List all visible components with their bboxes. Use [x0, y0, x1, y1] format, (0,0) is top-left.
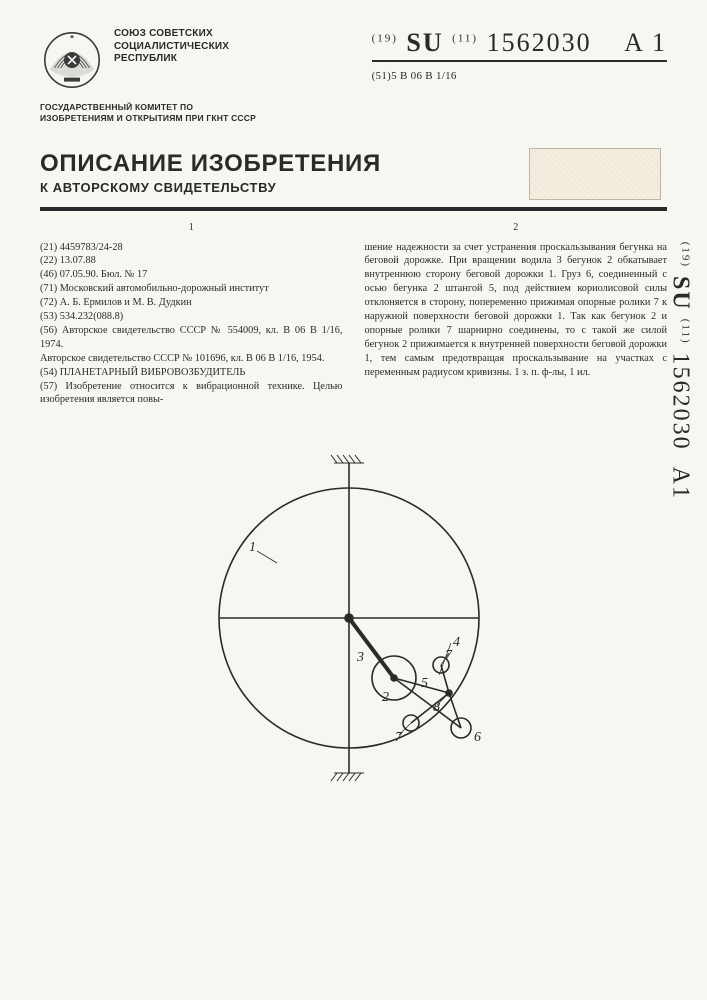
header-row: СОЮЗ СОВЕТСКИХ СОЦИАЛИСТИЧЕСКИХ РЕСПУБЛИ… — [40, 28, 667, 92]
side-document-number: (19) SU (11) 1562030 A1 — [666, 242, 693, 500]
classification-code: (51)5 B 06 B 1/16 — [372, 70, 667, 82]
authority-line: СОЮЗ СОВЕТСКИХ — [114, 28, 229, 41]
library-stamp — [529, 148, 661, 200]
mechanism-diagram: 1 2 3 4 5 6 7 7 8 — [189, 443, 519, 793]
doc-suffix: A 1 — [624, 28, 667, 57]
authority-line: СОЦИАЛИСТИЧЕСКИХ — [114, 41, 229, 54]
column-left: 1 (21) 4459783/24-28 (22) 13.07.88 (46) … — [40, 221, 343, 407]
divider-rule — [40, 207, 667, 211]
figure-area: 1 2 3 4 5 6 7 7 8 — [40, 443, 667, 793]
column-text: (21) 4459783/24-28 (22) 13.07.88 (46) 07… — [40, 241, 343, 408]
figure-label: 3 — [356, 650, 364, 665]
side-suffix: A1 — [667, 467, 693, 500]
side-country-code: SU — [667, 276, 693, 311]
document-number-block: (19) SU (11) 1562030 A 1 (51)5 B 06 B 1/… — [372, 28, 667, 82]
authority-line: РЕСПУБЛИК — [114, 53, 229, 66]
side-number-value: 1562030 — [667, 353, 693, 451]
column-right: 2 шение надежности за счет устранения пр… — [365, 221, 668, 407]
column-number: 1 — [40, 221, 343, 235]
column-number: 2 — [365, 221, 668, 235]
figure-label: 4 — [453, 635, 460, 650]
figure-label: 2 — [382, 690, 389, 705]
committee-name: ГОСУДАРСТВЕННЫЙ КОМИТЕТ ПО ИЗОБРЕТЕНИЯМ … — [40, 102, 260, 124]
authority-name: СОЮЗ СОВЕТСКИХ СОЦИАЛИСТИЧЕСКИХ РЕСПУБЛИ… — [114, 28, 229, 66]
figure-label: 8 — [433, 700, 440, 715]
state-emblem-icon — [40, 28, 104, 92]
figure-label: 1 — [249, 540, 256, 555]
figure-label: 5 — [421, 676, 428, 691]
side-prefix-19: (19) — [679, 242, 691, 268]
prefix-11: (11) — [452, 32, 478, 44]
doc-number: 1562030 — [487, 28, 592, 57]
side-prefix-11: (11) — [679, 319, 691, 345]
prefix-19: (19) — [372, 32, 398, 44]
figure-label: 6 — [474, 730, 481, 745]
column-text: шение надежности за счет устранения прос… — [365, 241, 668, 380]
country-code: SU — [406, 28, 443, 57]
body-columns: 1 (21) 4459783/24-28 (22) 13.07.88 (46) … — [40, 221, 667, 407]
